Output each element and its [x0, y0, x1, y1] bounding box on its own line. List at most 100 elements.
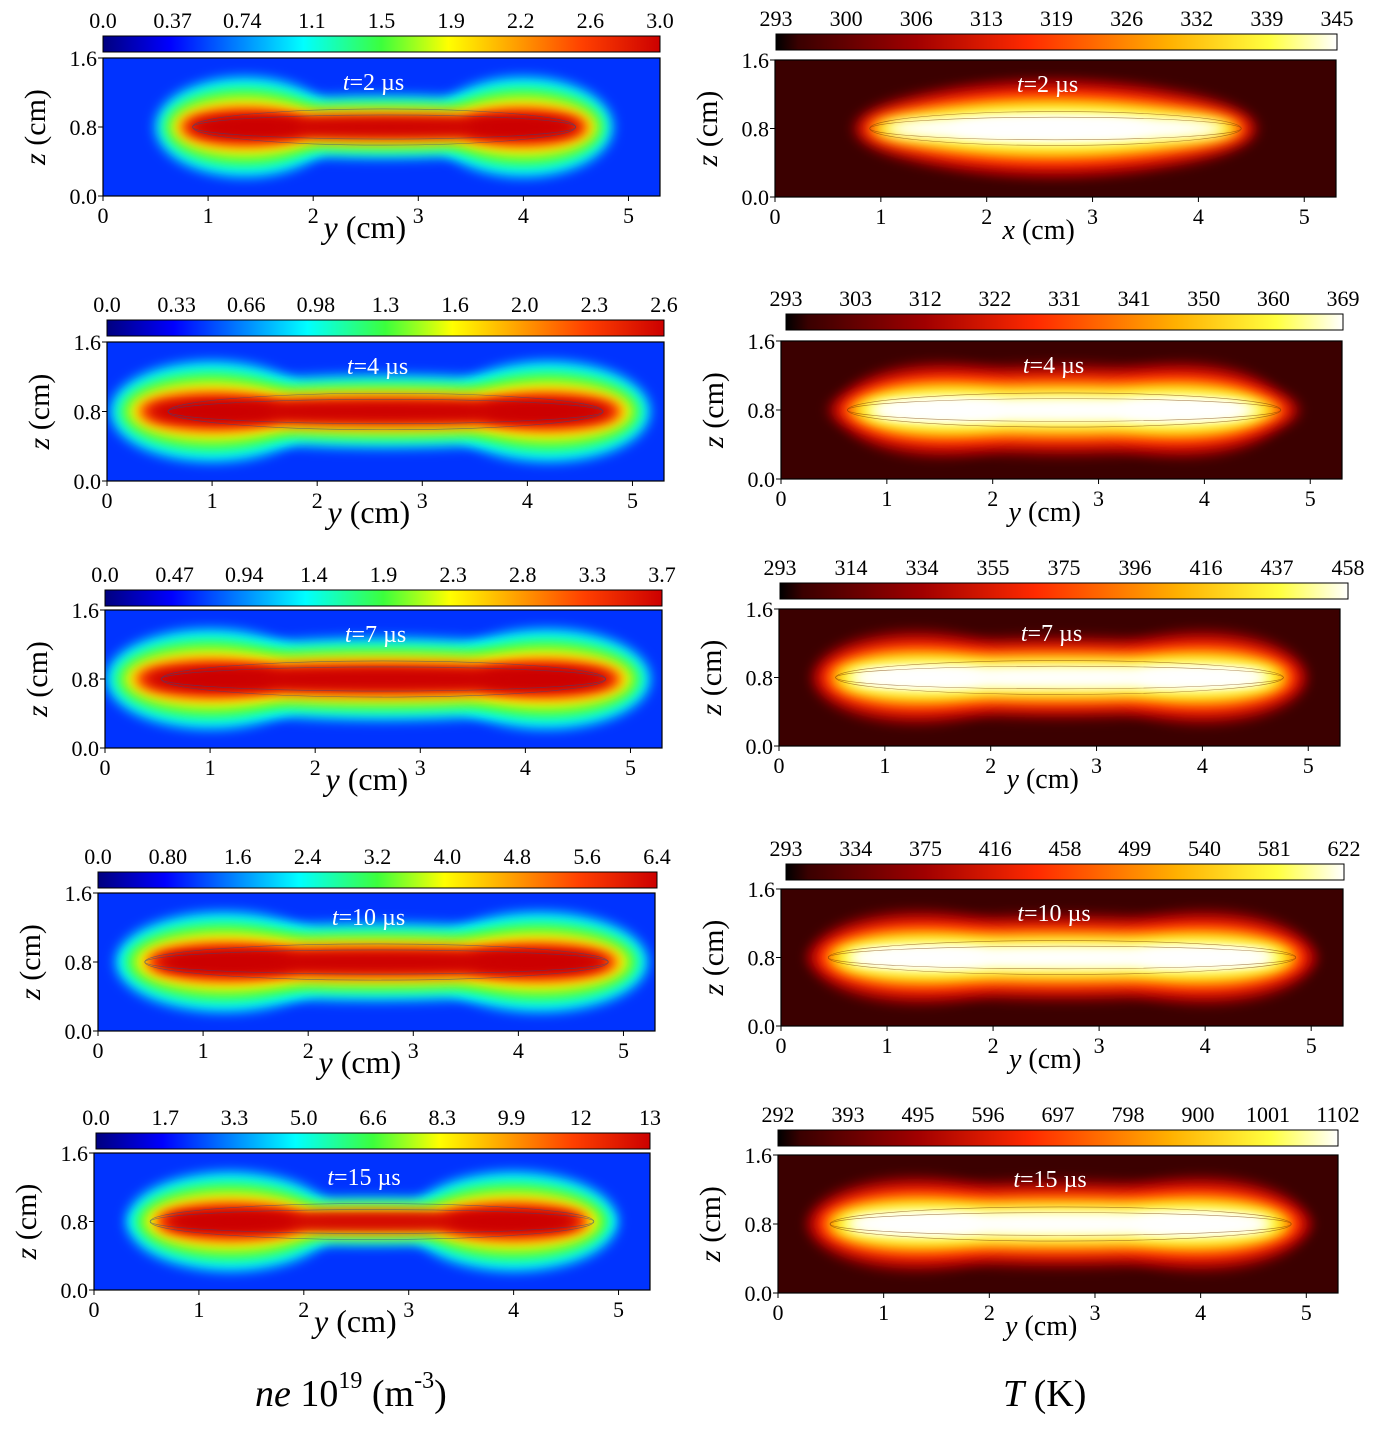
colorbar-tick-label: 341: [1118, 286, 1151, 311]
colorbar-tick-label: 2.6: [577, 8, 605, 33]
x-tick-label: 0: [93, 1038, 104, 1063]
colorbar-T-t2: [775, 33, 1338, 51]
colorbar-tick-label: 697: [1042, 1102, 1075, 1127]
colorbar-tick-label: 0.0: [91, 562, 119, 587]
colorbar-tick-label: 345: [1321, 6, 1354, 31]
x-tick-label: 1: [878, 1300, 889, 1325]
y-tick-label: 1.6: [745, 1143, 773, 1168]
x-tick-label: 2: [984, 1300, 995, 1325]
colorbar-tick-label: 3.7: [648, 562, 676, 587]
colorbar-tick-label: 1.1: [298, 8, 326, 33]
y-axis-label: z (cm): [694, 1186, 727, 1263]
x-tick-label: 4: [1200, 1033, 1211, 1058]
y-tick-label: 0.8: [72, 667, 100, 692]
colorbar-tick-label: 1001: [1246, 1102, 1290, 1127]
contour-lobe: [492, 406, 605, 417]
panel-ne-t2: 0.0 0.37 0.74 1.1 1.5 1.9 2.2 2.6 3.0 t=2 µs 0.0 0.…: [19, 8, 674, 245]
y-tick-label: 0.0: [65, 1019, 93, 1044]
x-tick-label: 1: [205, 755, 216, 780]
colorbar-tick-label: 2.3: [581, 292, 609, 317]
x-tick-label: 2: [312, 488, 323, 513]
colorbar-tick-label: 900: [1182, 1102, 1215, 1127]
contour-line: [160, 660, 607, 698]
colorbar-T-t10: [785, 863, 1345, 881]
heatmap-T-t2: [853, 80, 1258, 177]
colorbar-tick-label: 5.0: [290, 1105, 318, 1130]
ne-caption: ne 1019 (m-3): [255, 1368, 447, 1415]
x-axis-label: y (cm): [320, 209, 406, 245]
x-tick-label: 0: [98, 203, 109, 228]
x-tick-label: 5: [1301, 1300, 1312, 1325]
y-tick-label: 0.8: [742, 117, 770, 142]
x-tick-label: 1: [193, 1297, 204, 1322]
x-tick-label: 3: [415, 755, 426, 780]
colorbar-ne-t4: [106, 319, 665, 337]
x-tick-label: 5: [1299, 204, 1310, 229]
x-tick-label: 4: [518, 203, 529, 228]
colorbar-tick-label: 1.3: [372, 292, 400, 317]
colorbar-tick-label: 332: [1180, 6, 1213, 31]
y-tick-label: 0.0: [748, 467, 776, 492]
panel-ne-t10: 0.0 0.80 1.6 2.4 3.2 4.0 4.8 5.6 6.4t=10 µs0.00.…: [14, 844, 671, 1080]
y-axis-label: z (cm): [19, 89, 52, 166]
time-label: t=2 µs: [343, 70, 404, 96]
x-axis-label: y (cm): [1006, 497, 1081, 528]
y-tick-label: 0.0: [746, 734, 774, 759]
colorbar-tick-label: 369: [1327, 286, 1360, 311]
x-axis-label: y (cm): [315, 1044, 401, 1080]
colorbar-tick-label: 596: [972, 1102, 1005, 1127]
contour-lobe: [1141, 1218, 1260, 1230]
x-tick-label: 4: [1193, 204, 1204, 229]
x-tick-label: 3: [417, 488, 428, 513]
y-axis-label: z (cm): [23, 374, 56, 451]
y-tick-label: 0.8: [70, 115, 98, 140]
colorbar-tick-label: 1.5: [368, 8, 396, 33]
colorbar-tick-label: 6.4: [643, 844, 671, 869]
time-label: t=4 µs: [1023, 353, 1084, 379]
contour-lobe: [1145, 952, 1266, 963]
colorbar-tick-label: 3.0: [646, 8, 674, 33]
contour-lobe: [856, 1218, 975, 1230]
x-tick-label: 2: [987, 486, 998, 511]
colorbar-tick-label: 3.3: [579, 562, 607, 587]
colorbar-tick-label: 622: [1328, 836, 1361, 861]
colorbar-tick-label: 326: [1110, 6, 1143, 31]
y-tick-label: 1.6: [748, 329, 776, 354]
colorbar-tick-label: 3.3: [221, 1105, 249, 1130]
y-tick-label: 0.8: [748, 398, 776, 423]
x-tick-label: 1: [207, 488, 218, 513]
time-label: t=2 µs: [1017, 72, 1078, 98]
x-tick-label: 5: [623, 203, 634, 228]
x-tick-label: 0: [776, 1033, 787, 1058]
x-tick-label: 1: [875, 204, 886, 229]
t-caption: T (K): [1003, 1373, 1087, 1415]
colorbar-tick-label: 1.6: [224, 844, 252, 869]
colorbar-tick-label: 355: [977, 555, 1010, 580]
time-label: t=4 µs: [347, 354, 408, 380]
contour-lobe: [479, 956, 599, 968]
colorbar-tick-label: 12: [570, 1105, 592, 1130]
x-tick-label: 1: [198, 1038, 209, 1063]
time-label: t=10 µs: [1017, 901, 1090, 927]
heatmap-ne-t7: [106, 629, 651, 729]
x-tick-label: 0: [89, 1297, 100, 1322]
contour-line: [192, 108, 576, 146]
x-tick-label: 0: [773, 1300, 784, 1325]
colorbar-tick-label: 1.4: [300, 562, 328, 587]
colorbar-tick-label: 458: [1332, 555, 1365, 580]
contour-lobe: [156, 406, 268, 417]
contour-lobe: [195, 121, 295, 133]
colorbar-tick-label: 437: [1261, 555, 1294, 580]
time-label: t=7 µs: [345, 622, 406, 648]
colorbar-tick-label: 0.66: [227, 292, 266, 317]
colorbar-tick-label: 0.47: [155, 562, 194, 587]
colorbar-tick-label: 8.3: [429, 1105, 457, 1130]
y-tick-label: 1.6: [70, 46, 98, 71]
heatmap-T-t7: [812, 630, 1307, 725]
colorbar-ne-t15: [95, 1132, 651, 1150]
x-tick-label: 4: [522, 488, 533, 513]
colorbar-tick-label: 0.33: [157, 292, 196, 317]
contour-line: [144, 943, 609, 981]
colorbar-tick-label: 13: [639, 1105, 661, 1130]
